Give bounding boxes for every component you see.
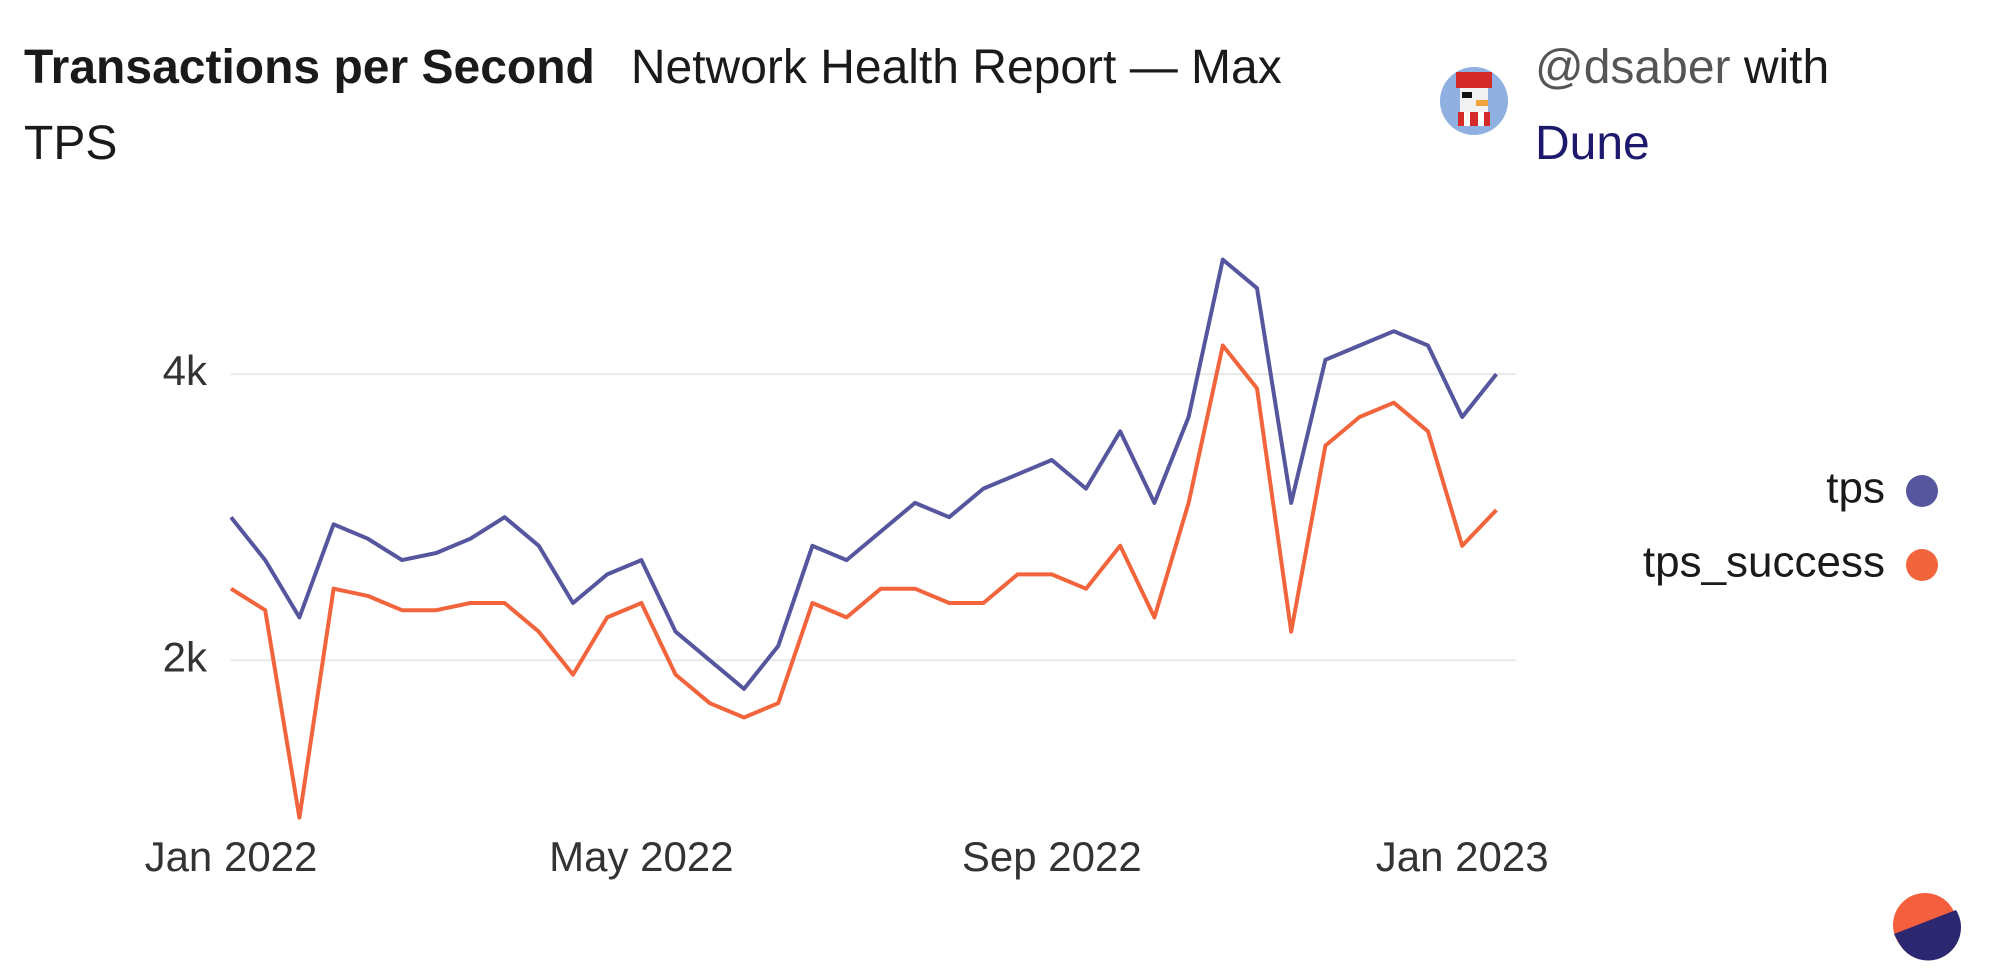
legend-marker [1906,475,1938,507]
line [229,343,1498,820]
x-tick-label: Sep 2022 [962,833,1142,880]
line [229,257,1498,691]
platform[interactable]: Dune [1535,117,1650,170]
author-block: @dsaber with Dune [1535,30,1829,182]
x-tick-label: Jan 2022 [145,833,318,880]
y-tick-label: 4k [163,347,208,394]
avatar [1440,67,1508,135]
author: @dsaber [1535,41,1731,94]
legend-label: tps_success [1643,538,1885,587]
y-tick-label: 2k [163,633,208,680]
heading: Transactions per Second Network Health Re… [24,30,1364,182]
chart-title: Transactions per Second [24,41,595,94]
legend-label: tps [1826,464,1885,513]
x-tick-label: May 2022 [549,833,733,880]
chart-subtitle: Network Health Report — Max TPS [24,41,1282,170]
legend-marker [1906,549,1938,581]
x-tick-label: Jan 2023 [1376,833,1549,880]
author-joiner: with [1743,41,1830,94]
dune-logo [1893,893,1961,961]
